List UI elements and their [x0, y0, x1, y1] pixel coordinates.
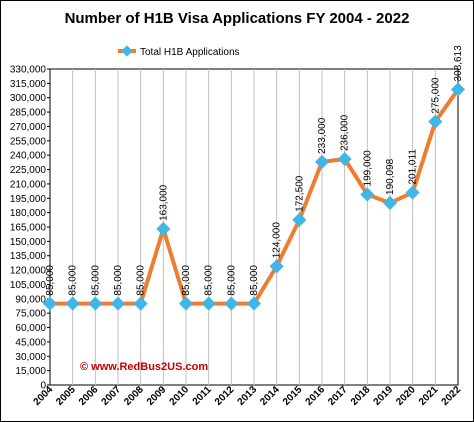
marker-2007 [110, 296, 126, 311]
y-tick-label: 285,000 [10, 108, 47, 119]
x-tick-label-2009: 2009 [145, 384, 169, 408]
marker-2022 [450, 82, 466, 97]
x-tick-label-2014: 2014 [258, 384, 282, 408]
y-axis-ticks: 0 15,000 30,000 45,000 60,000 75,000 90,000 105… [10, 65, 50, 392]
x-tick-label-2021: 2021 [417, 384, 441, 408]
x-tick-label-2006: 2006 [77, 384, 101, 408]
marker-2019 [382, 195, 398, 211]
marker-2020 [405, 185, 420, 200]
legend-marker-swatch [121, 45, 133, 57]
marker-2017 [337, 151, 352, 167]
x-tick-label-2012: 2012 [213, 384, 237, 408]
y-tick-label: 120,000 [10, 266, 47, 277]
x-tick-label-2022: 2022 [440, 384, 464, 408]
y-tick-label: 195,000 [10, 194, 47, 205]
marker-2021 [428, 114, 443, 129]
data-labels: 85,000 85,000 85,000 85,000 85,000 163,000 85,… [45, 45, 464, 296]
data-label-2021: 275,000 [430, 77, 441, 114]
y-tick-label: 210,000 [10, 179, 47, 190]
marker-2008 [133, 296, 148, 311]
marker-2010 [178, 296, 194, 311]
data-label-2012: 85,000 [226, 265, 237, 296]
data-label-2022: 308,613 [453, 45, 464, 82]
data-label-2019: 190,098 [385, 158, 396, 195]
marker-2011 [201, 296, 216, 311]
y-tick-label: 90,000 [15, 294, 46, 305]
data-label-2017: 236,000 [340, 114, 351, 151]
data-label-2016: 233,000 [317, 117, 328, 154]
data-label-2011: 85,000 [204, 265, 215, 296]
y-tick-label: 75,000 [15, 309, 46, 320]
y-tick-label: 15,000 [15, 366, 46, 377]
y-tick-label: 315,000 [10, 79, 47, 90]
x-tick-label-2007: 2007 [100, 384, 124, 408]
data-label-2008: 85,000 [136, 265, 147, 296]
legend: Total H1B Applications [114, 42, 296, 62]
y-tick-label: 255,000 [10, 136, 47, 147]
y-tick-label: 60,000 [15, 323, 46, 334]
data-label-2005: 85,000 [68, 265, 79, 296]
marker-2015 [292, 212, 307, 227]
y-tick-label: 0 [40, 381, 46, 392]
data-label-2018: 199,000 [362, 150, 373, 187]
marker-2005 [65, 296, 80, 311]
y-tick-label: 165,000 [10, 223, 47, 234]
x-tick-label-2013: 2013 [236, 384, 260, 408]
data-label-2006: 85,000 [90, 265, 101, 296]
x-tick-label-2008: 2008 [122, 384, 146, 408]
y-tick-label: 330,000 [10, 65, 47, 76]
x-tick-label-2011: 2011 [191, 384, 214, 407]
y-tick-label: 45,000 [15, 337, 46, 348]
plot-area: 0 15,000 30,000 45,000 60,000 75,000 90,000 105… [10, 45, 466, 408]
legend-box [114, 42, 296, 62]
data-label-2015: 172,500 [294, 175, 305, 212]
marker-2006 [88, 296, 103, 311]
marker-2018 [360, 187, 375, 202]
marker-2004 [42, 296, 58, 311]
marker-2009 [156, 221, 171, 236]
y-tick-label: 105,000 [10, 280, 47, 291]
grid-lines [72, 69, 436, 385]
chart-title: Number of H1B Visa Applications FY 2004 … [65, 10, 410, 27]
y-tick-label: 30,000 [15, 352, 46, 363]
watermark: © www.RedBus2US.com [80, 361, 208, 373]
x-tick-label-2017: 2017 [326, 384, 350, 408]
marker-2012 [224, 296, 239, 311]
x-tick-label-2020: 2020 [394, 384, 418, 408]
y-tick-label: 240,000 [10, 151, 47, 162]
data-label-2014: 124,000 [272, 222, 283, 259]
x-tick-label-2005: 2005 [54, 384, 78, 408]
marker-2014 [269, 259, 284, 274]
y-tick-label: 150,000 [10, 237, 47, 248]
legend-label: Total H1B Applications [140, 47, 240, 58]
x-tick-label-2010: 2010 [168, 384, 192, 408]
y-tick-label: 225,000 [10, 165, 47, 176]
data-label-2013: 85,000 [249, 265, 260, 296]
y-tick-label: 270,000 [10, 122, 47, 133]
data-label-2009: 163,000 [158, 184, 169, 221]
x-tick-label-2015: 2015 [281, 384, 305, 408]
x-tick-label-2016: 2016 [304, 384, 328, 408]
data-label-2010: 85,000 [181, 265, 192, 296]
x-tick-label-2019: 2019 [372, 384, 396, 408]
data-label-2007: 85,000 [113, 265, 124, 296]
y-tick-label: 135,000 [10, 251, 47, 262]
marker-2013 [246, 296, 262, 311]
x-tick-label-2018: 2018 [349, 384, 373, 408]
data-label-2020: 201,011 [408, 149, 419, 185]
series-total-h1b [42, 82, 466, 311]
x-tick-label-2004: 2004 [32, 384, 56, 408]
marker-2016 [314, 154, 330, 169]
y-tick-label: 300,000 [10, 93, 47, 104]
y-tick-label: 180,000 [10, 208, 47, 219]
x-axis-ticks: 2004 2005 2006 2007 2008 2009 2010 2011 2012 2013… [32, 384, 464, 408]
data-label-2004: 85,000 [45, 265, 56, 296]
